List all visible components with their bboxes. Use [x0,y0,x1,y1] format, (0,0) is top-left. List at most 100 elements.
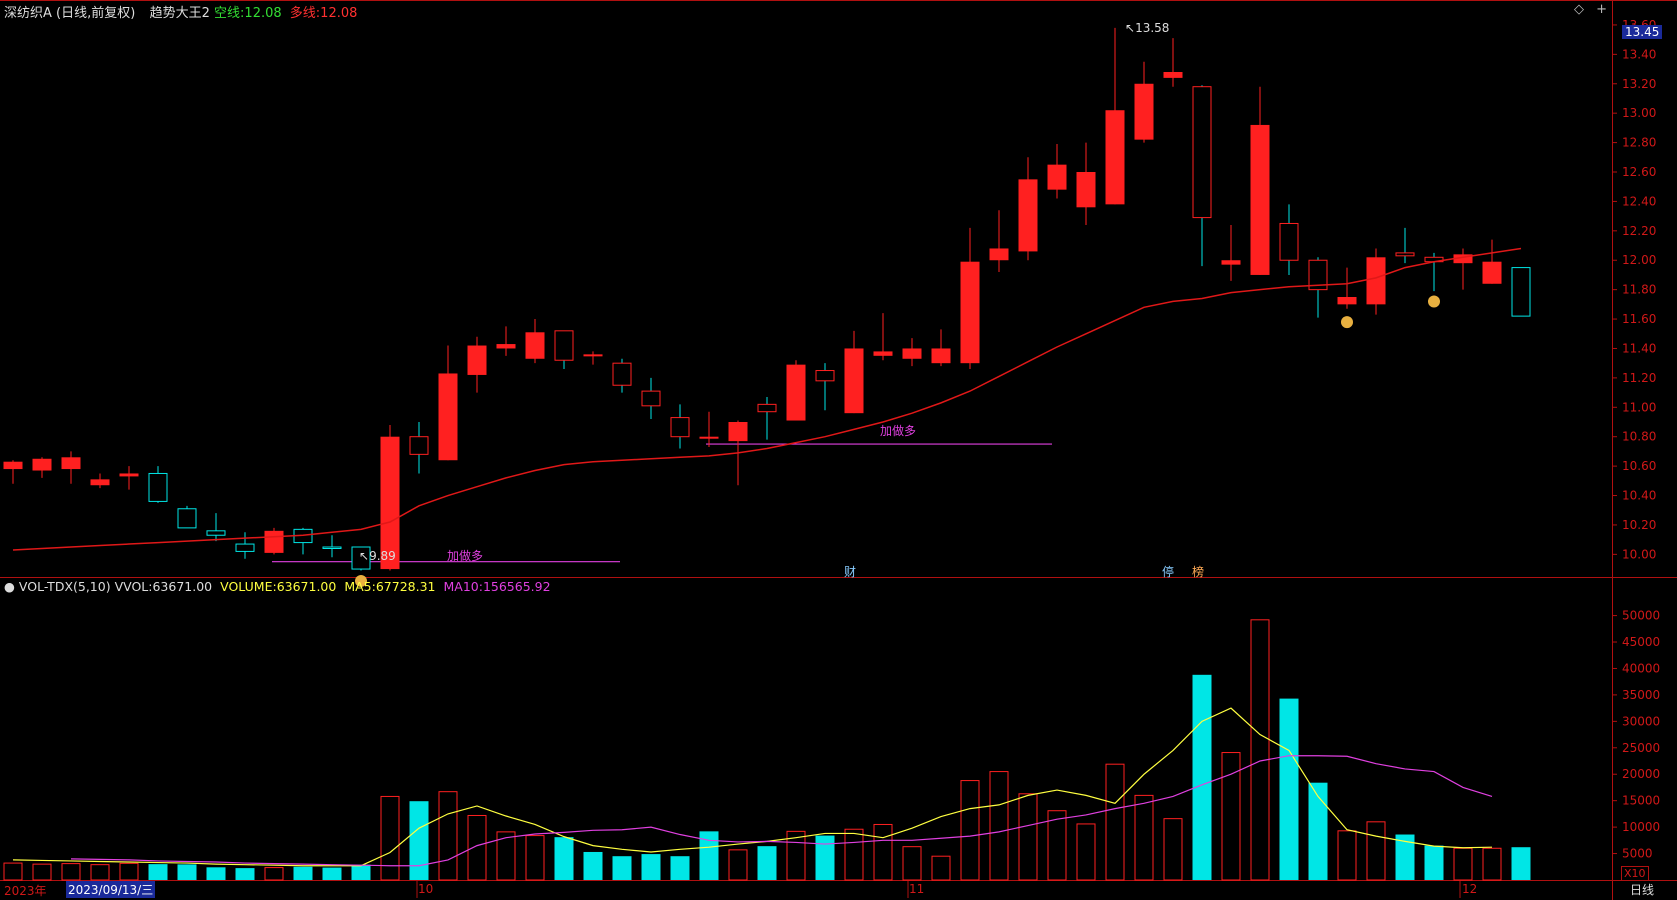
candle-body [1366,257,1386,305]
vvol-label: VVOL: [114,579,153,594]
candle-body [989,248,1009,261]
candle-body [235,543,255,552]
money-bag-icon [1341,316,1353,329]
volume-bar [1424,845,1444,880]
volume-bar [1250,619,1270,881]
volume-tick-label: 30000 [1622,714,1660,728]
candle-body [670,417,690,438]
diamond-icon[interactable]: ◇ [1573,2,1584,17]
volume-bar [525,835,545,881]
indicator-name[interactable]: 趋势大王2 [149,6,210,21]
volume-bar [815,835,835,880]
volume-unit: X10 [1621,866,1649,881]
event-finance-marker[interactable]: 财 [844,565,857,579]
candle-body [757,403,777,413]
candle-body [3,461,23,470]
vvol-value: 63671.00 [152,579,213,594]
volume-bar [1018,793,1038,881]
high-price-label: ↖13.58 [1125,21,1170,35]
volume-ma5-line [12,707,1493,867]
candle-body [786,364,806,421]
volume-bar [612,856,632,880]
candle-body [728,422,748,442]
volume-bar [351,864,371,880]
volume-tick-label: 35000 [1622,688,1660,702]
year-label: 2023年 [4,884,47,898]
price-tick-label: 13.20 [1622,77,1656,91]
volume-ma10-line [70,755,1493,867]
candle-body [1134,83,1154,140]
candle-body [1395,252,1415,257]
price-tick-label: 11.80 [1622,283,1656,297]
volume-tick-label: 45000 [1622,635,1660,649]
event-list-marker[interactable]: 榜 [1192,565,1205,579]
candle-body [1047,164,1067,190]
volume-bar [1192,674,1212,880]
volume-bar [670,856,690,880]
volume-bar [1308,782,1328,880]
volume-indicator-name[interactable]: VOL-TDX(5,10) [18,579,111,594]
volume-bar [1279,698,1299,880]
volume-bar [409,801,429,880]
candle-body [1482,261,1502,284]
candle-body [148,472,168,502]
candle-body [119,473,139,477]
candle-body [1105,110,1125,205]
candle-body [554,330,574,361]
volume-bar [496,831,516,881]
month-label-12: 12 [1462,882,1478,896]
volume-bar [3,862,23,881]
volume-bar [1163,818,1183,881]
volume-tick-label: 10000 [1622,820,1660,834]
candle-body [32,458,52,471]
money-bag-icon [1428,295,1440,308]
candle-body [61,457,81,470]
candle-body [583,354,603,357]
price-tick-label: 11.00 [1622,400,1656,414]
volume-bar [960,780,980,881]
price-tick-label: 12.60 [1622,165,1656,179]
candle-body [1250,124,1270,275]
stock-name: 深纺织A [4,6,52,21]
signal-add-long-2: 加做多 [880,424,917,438]
volume-bar [699,831,719,880]
volume-tick-label: 25000 [1622,741,1660,755]
candle-body [467,345,487,375]
volume-bar [380,795,400,881]
volume-tick-label: 40000 [1622,661,1660,675]
plus-icon[interactable]: + [1596,2,1607,17]
short-line-value: 12.08 [244,6,282,21]
price-tick-label: 12.40 [1622,194,1656,208]
candle-body [1018,179,1038,252]
candle-body [409,436,429,455]
volume-bar [1366,821,1386,881]
volume-bar [1134,794,1154,881]
candle-body [1511,267,1531,317]
volume-bar [264,867,284,881]
event-suspend-marker[interactable]: 停 [1162,565,1175,579]
volume-bar [1047,810,1067,881]
candle-body [322,546,342,549]
candle-body [873,351,893,356]
price-tick-label: 10.80 [1622,430,1656,444]
circle-icon: ● [4,579,15,594]
candle-body [1308,259,1328,291]
period-label: (日线,前复权) [56,6,136,21]
candle-body [902,348,922,359]
signal-add-long-1: 加做多 [447,549,484,563]
price-tick-label: 13.40 [1622,47,1656,61]
candle-body [1192,86,1212,219]
month-label-11: 11 [909,882,925,896]
current-price-tag: 13.45 [1622,25,1663,39]
volume-bar [1337,830,1357,881]
volume-bar [728,849,748,881]
volume-bar [1511,847,1531,880]
volume-bar [583,851,603,880]
money-bag-icon [355,574,367,587]
period-button[interactable]: 日线 [1630,883,1655,897]
volume-pane-header: ● VOL-TDX(5,10) VVOL:63671.00 VOLUME:636… [4,579,551,594]
volume-bar [61,863,81,881]
price-tick-label: 11.20 [1622,371,1656,385]
candle-body [90,479,110,486]
